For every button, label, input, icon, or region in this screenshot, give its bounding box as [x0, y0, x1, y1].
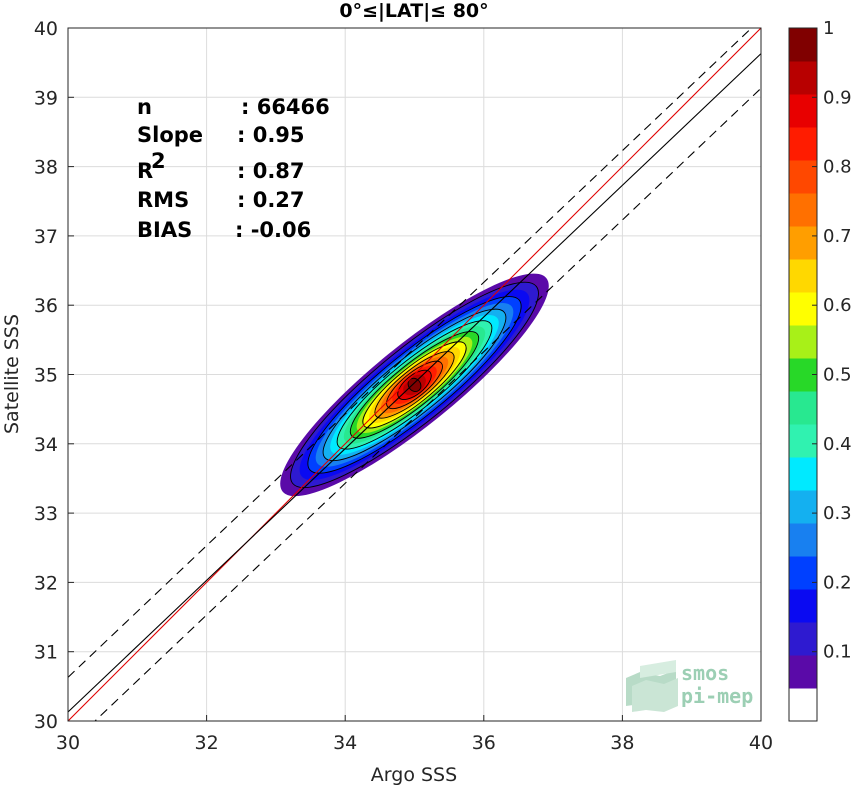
colorbar-tick-label: 0.6 [823, 295, 852, 316]
colorbar-tick-label: 0.5 [823, 365, 852, 386]
colorbar-tick-label: 0.8 [823, 157, 852, 178]
y-tick-label: 36 [34, 295, 58, 317]
colorbar-tick-label: 1 [823, 18, 834, 39]
y-axis-label: Satellite SSS [1, 314, 23, 434]
x-tick-label: 32 [195, 732, 219, 754]
stat-label: BIAS [137, 218, 192, 242]
y-tick-label: 34 [34, 434, 58, 456]
y-tick-label: 31 [34, 642, 58, 664]
colorbar-segment [789, 259, 817, 293]
line-1-1 [68, 28, 761, 721]
stat-value: : 0.27 [237, 188, 305, 212]
logo-line1: smos [681, 661, 729, 685]
x-axis: 30 32 34 36 38 40 [56, 715, 773, 754]
stats-box: n : 66466 Slope : 0.95 R2 : 0.87 RMS : 0.27 BIAS… [137, 95, 330, 242]
stat-value: : 0.87 [237, 159, 305, 183]
colorbar-segment [789, 589, 817, 623]
y-tick-label: 32 [34, 572, 58, 594]
x-tick-label: 40 [749, 732, 773, 754]
x-tick-label: 38 [610, 732, 634, 754]
stat-label: n [137, 95, 152, 119]
colorbar-segment [789, 226, 817, 260]
y-tick-label: 35 [34, 365, 58, 387]
stat-label-superscript: 2 [151, 149, 166, 173]
colorbar-segment [789, 655, 817, 689]
logo-line2: pi-mep [681, 684, 753, 708]
stat-value: : 66466 [241, 95, 330, 119]
stat-label: R [137, 159, 153, 183]
colorbar-segment [789, 292, 817, 326]
x-tick-label: 36 [472, 732, 496, 754]
colorbar-tick-label: 0.4 [823, 434, 852, 455]
colorbar-tick-label: 0.7 [823, 226, 852, 247]
smos-pimep-logo: smos pi-mep [626, 660, 753, 712]
stat-label: Slope [137, 123, 203, 147]
y-axis: 30 31 32 33 34 35 36 37 38 39 40 [34, 18, 74, 733]
x-tick-label: 30 [56, 732, 80, 754]
x-axis-label: Argo SSS [371, 764, 457, 786]
colorbar-segment [789, 94, 817, 128]
y-tick-label: 40 [34, 18, 58, 40]
colorbar-segment [789, 28, 817, 62]
colorbar-segment [789, 325, 817, 359]
colorbar-segment [789, 127, 817, 161]
colorbar-segment [789, 457, 817, 491]
colorbar-tick-label: 0.3 [823, 503, 852, 524]
colorbar-segment [789, 556, 817, 590]
colorbar-segment [789, 424, 817, 458]
colorbar: 0.1 0.2 0.3 0.4 0.5 0.6 0.7 0.8 0.9 1 [788, 18, 852, 722]
y-tick-label: 38 [34, 157, 58, 179]
colorbar-segment [789, 688, 817, 722]
colorbar-tick-label: 0.2 [823, 572, 852, 593]
colorbar-tick-label: 0.9 [823, 87, 852, 108]
x-tick-label: 34 [333, 732, 357, 754]
y-tick-label: 30 [34, 711, 58, 733]
stat-label: RMS [137, 188, 189, 212]
colorbar-segment [789, 622, 817, 656]
stat-value: : 0.95 [237, 123, 305, 147]
y-tick-label: 37 [34, 226, 58, 248]
colorbar-segment [789, 391, 817, 425]
line-upper-bound [68, 28, 753, 678]
colorbar-segment [789, 193, 817, 227]
reference-lines [68, 28, 761, 721]
colorbar-segment [789, 160, 817, 194]
grid [67, 27, 762, 722]
colorbar-segment [789, 490, 817, 524]
y-tick-label: 33 [34, 503, 58, 525]
logo-graphic-icon [626, 660, 678, 712]
chart-title: 0°≤|LAT|≤ 80° [339, 0, 488, 22]
colorbar-segment [789, 61, 817, 95]
y-tick-label: 39 [34, 87, 58, 109]
stat-value: : -0.06 [235, 218, 311, 242]
colorbar-segment [789, 523, 817, 557]
line-fit [68, 53, 761, 713]
line-lower-bound [94, 87, 761, 721]
colorbar-tick-label: 0.1 [823, 642, 852, 663]
